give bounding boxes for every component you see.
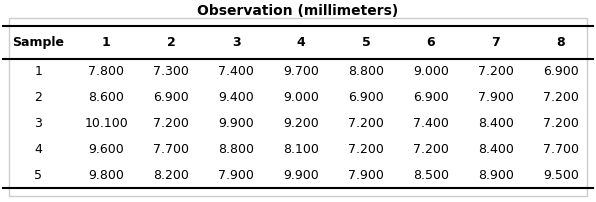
Title: Observation (millimeters): Observation (millimeters) xyxy=(197,4,399,18)
